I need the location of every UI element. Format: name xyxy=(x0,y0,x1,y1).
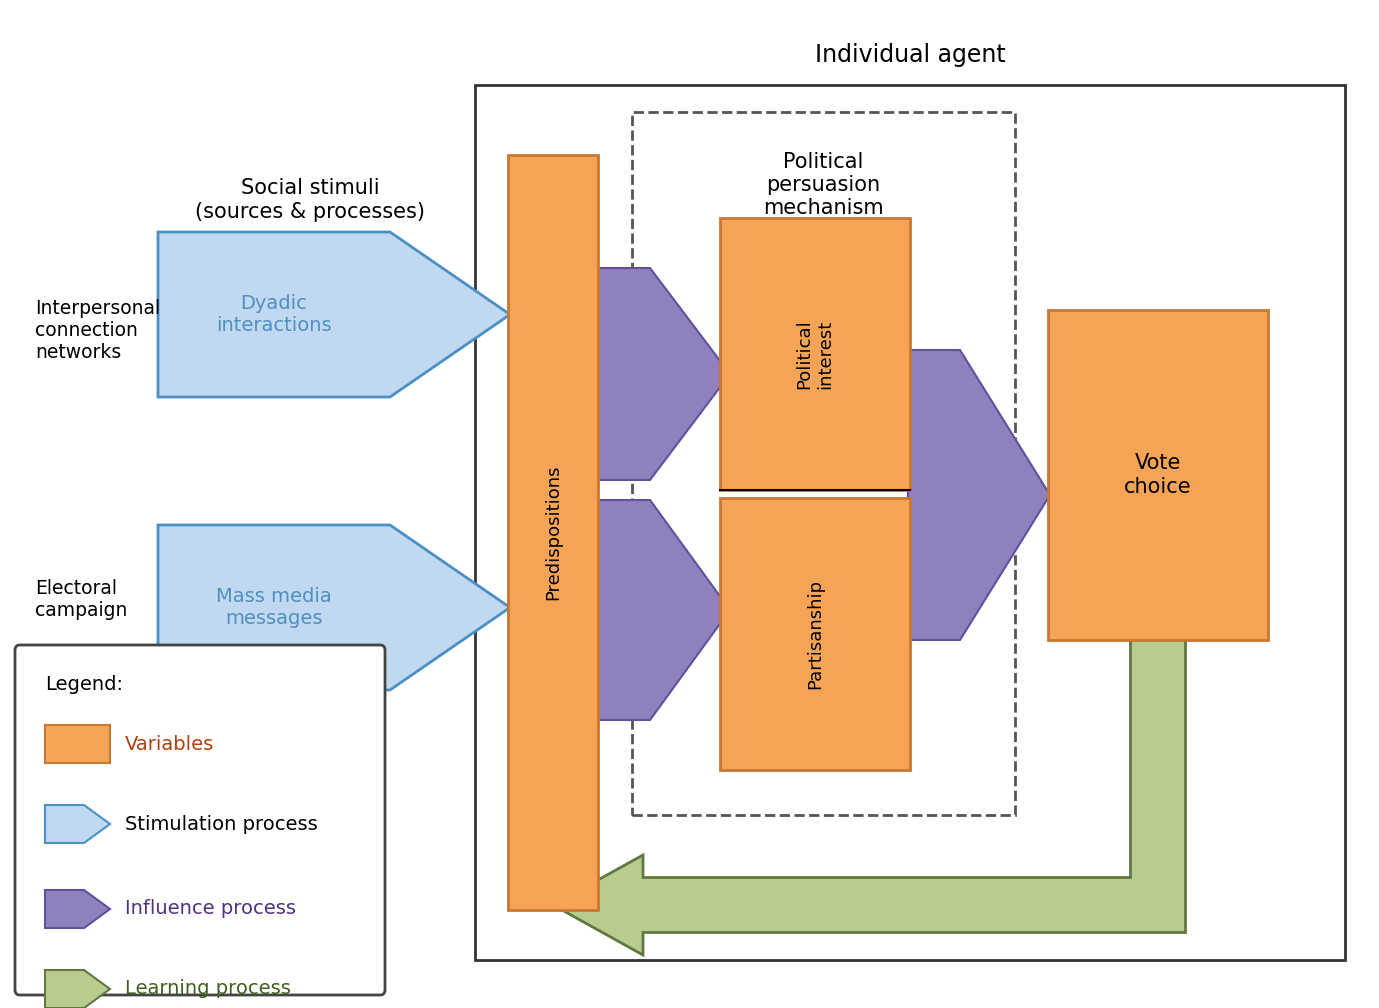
FancyBboxPatch shape xyxy=(15,645,385,995)
Polygon shape xyxy=(159,525,510,690)
Text: Influence process: Influence process xyxy=(125,899,296,918)
Polygon shape xyxy=(553,640,1186,955)
Text: Stimulation process: Stimulation process xyxy=(125,814,317,834)
Text: Political
persuasion
mechanism: Political persuasion mechanism xyxy=(763,152,884,218)
Text: Legend:: Legend: xyxy=(46,675,123,695)
Polygon shape xyxy=(159,232,510,397)
Polygon shape xyxy=(598,500,729,720)
Bar xyxy=(632,112,1015,815)
Text: Variables: Variables xyxy=(125,735,214,754)
Text: Individual agent: Individual agent xyxy=(815,43,1005,67)
Polygon shape xyxy=(46,970,110,1008)
Polygon shape xyxy=(907,350,1049,640)
Text: Partisanship: Partisanship xyxy=(805,579,825,689)
Text: Vote
choice: Vote choice xyxy=(1124,454,1191,497)
Bar xyxy=(474,85,1345,960)
Text: Social stimuli
(sources & processes): Social stimuli (sources & processes) xyxy=(194,178,425,222)
Text: Dyadic
interactions: Dyadic interactions xyxy=(217,294,332,335)
Bar xyxy=(46,725,110,763)
Polygon shape xyxy=(46,890,110,928)
Bar xyxy=(1048,310,1269,640)
Bar xyxy=(720,218,910,490)
Text: Learning process: Learning process xyxy=(125,980,291,999)
Text: Predispositions: Predispositions xyxy=(543,465,563,600)
Bar xyxy=(507,155,598,910)
Polygon shape xyxy=(598,268,729,480)
Bar xyxy=(720,498,910,770)
Text: Mass media
messages: Mass media messages xyxy=(217,587,332,628)
Text: Interpersonal
connection
networks: Interpersonal connection networks xyxy=(34,298,160,362)
Text: Political
interest: Political interest xyxy=(796,320,834,389)
Text: Electoral
campaign: Electoral campaign xyxy=(34,580,127,621)
Polygon shape xyxy=(46,805,110,843)
